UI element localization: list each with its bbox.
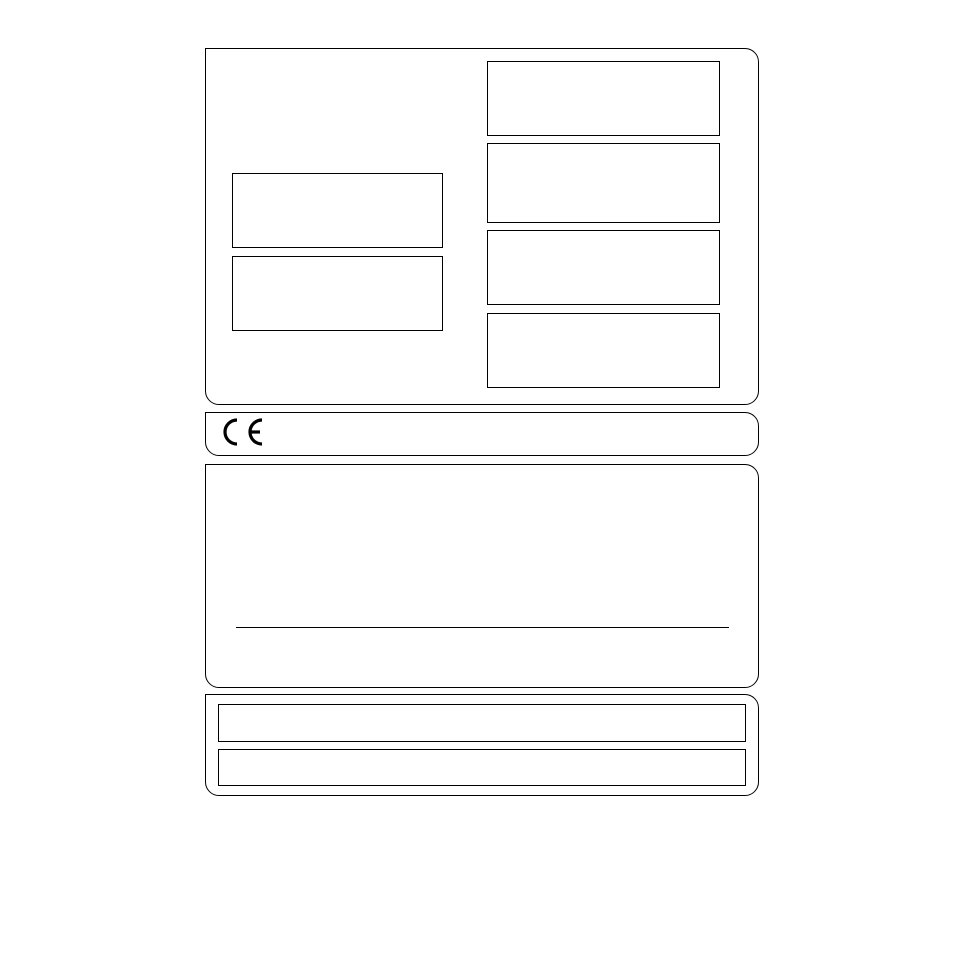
field-box [487,313,720,388]
ce-mark-icon [216,417,268,452]
panel-bottom-rows [205,694,759,796]
field-box [487,143,720,223]
field-box [487,61,720,136]
document-page [0,0,954,954]
field-box [487,230,720,305]
field-box [232,256,443,331]
divider-line [236,627,729,628]
row-field [218,749,746,787]
panel-description [205,464,759,688]
field-box [232,173,443,248]
row-field [218,704,746,742]
panel-ce-mark [205,412,759,456]
